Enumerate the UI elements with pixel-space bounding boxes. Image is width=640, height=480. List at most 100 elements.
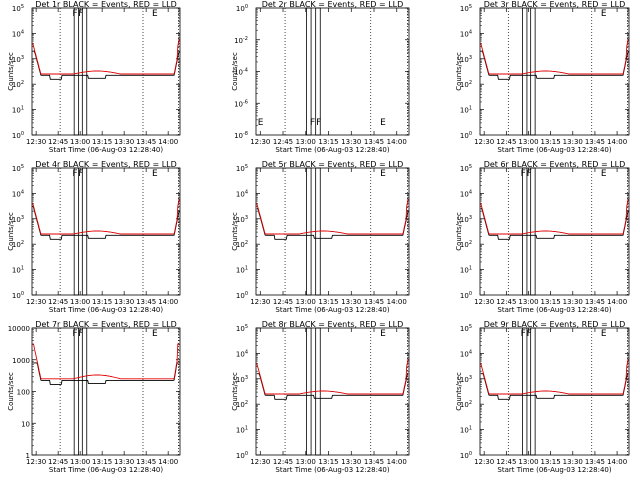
x-tick-label-2: 13:00: [518, 458, 538, 466]
x-tick-label-4: 13:30: [341, 458, 361, 466]
y-tick-label-5: 105: [460, 164, 472, 173]
events-series-line: [480, 373, 629, 400]
y-tick-label-2: 102: [460, 240, 472, 249]
x-tick-label-6: 14:00: [607, 138, 627, 146]
y-axis-label: Counts/sec: [7, 52, 15, 91]
x-tick-label-2: 13:00: [70, 458, 90, 466]
y-tick-label-3: 1000: [12, 357, 30, 365]
plot-frame: [479, 327, 630, 456]
lld-series-line: [32, 198, 180, 235]
y-axis-label: Counts/sec: [7, 372, 15, 411]
events-series-line: [256, 373, 409, 400]
y-axis-label: Counts/sec: [455, 212, 463, 251]
y-tick-label-1: 101: [460, 266, 472, 275]
plot-frame: [479, 7, 630, 136]
interval-box-1: [81, 327, 88, 456]
x-tick-label-6: 14:00: [607, 458, 627, 466]
x-tick-label-1: 12:45: [48, 298, 68, 306]
flag-letter-1: F: [78, 9, 83, 19]
y-tick-label-3: 103: [12, 215, 24, 224]
x-tick-label-2: 13:00: [518, 298, 538, 306]
y-tick-label-2: 102: [236, 400, 248, 409]
x-tick-label-5: 13:45: [585, 298, 605, 306]
y-tick-label-3: 103: [460, 55, 472, 64]
panel-title: Det 2r BLACK = Events, RED = LLD: [262, 0, 404, 9]
x-tick-label-2: 13:00: [70, 138, 90, 146]
flag-letter-1: F: [78, 329, 83, 339]
panel-title: Det 9r BLACK = Events, RED = LLD: [484, 320, 626, 329]
panel-det-7: Det 7r BLACK = Events, RED = LLD 1 10 100 10…: [7, 320, 181, 474]
events-series-line: [32, 50, 180, 80]
lld-series-line: [32, 38, 180, 75]
y-tick-label-1: 101: [12, 106, 24, 115]
interval-box-0: [522, 167, 528, 296]
y-tick-label-3: 10-2: [234, 36, 248, 45]
y-axis-label: Counts/sec: [7, 212, 15, 251]
panel-title: Det 8r BLACK = Events, RED = LLD: [262, 320, 404, 329]
x-tick-label-5: 13:45: [364, 298, 384, 306]
x-tick-label-1: 12:45: [273, 138, 293, 146]
interval-box-0: [73, 7, 80, 136]
x-tick-label-4: 13:30: [563, 458, 583, 466]
x-tick-label-0: 12:30: [26, 138, 46, 146]
y-tick-label-3: 103: [460, 215, 472, 224]
x-tick-label-1: 12:45: [496, 138, 516, 146]
y-tick-label-4: 104: [460, 29, 472, 38]
panel-title: Det 5r BLACK = Events, RED = LLD: [262, 160, 404, 169]
y-axis-label: Counts/sec: [231, 212, 239, 251]
y-tick-label-3: 103: [12, 55, 24, 64]
x-axis-label: Start Time (06-Aug-03 12:28:40): [49, 466, 163, 474]
x-tick-label-6: 14:00: [158, 298, 178, 306]
y-tick-label-5: 105: [460, 4, 472, 13]
x-tick-label-1: 12:45: [48, 138, 68, 146]
y-tick-label-4: 104: [460, 349, 472, 358]
y-tick-label-5: 105: [12, 164, 24, 173]
x-axis-label: Start Time (06-Aug-03 12:28:40): [275, 146, 389, 154]
x-tick-label-3: 13:15: [541, 458, 561, 466]
x-tick-label-1: 12:45: [496, 298, 516, 306]
x-tick-label-0: 12:30: [250, 298, 270, 306]
flag-letter-1: F: [527, 329, 532, 339]
plot-frame: [255, 7, 410, 136]
x-tick-label-1: 12:45: [273, 458, 293, 466]
events-series-line: [480, 50, 629, 80]
x-tick-label-4: 13:30: [563, 138, 583, 146]
x-axis-label: Start Time (06-Aug-03 12:28:40): [49, 306, 163, 314]
x-axis-label: Start Time (06-Aug-03 12:28:40): [497, 306, 611, 314]
x-tick-label-5: 13:45: [585, 138, 605, 146]
y-tick-label-0: 100: [236, 451, 248, 460]
y-tick-label-4: 100: [236, 4, 248, 13]
flag-letter-0: F: [521, 329, 526, 339]
flag-letter-0: E: [380, 169, 386, 179]
flag-letter-1: F: [78, 169, 83, 179]
x-tick-label-0: 12:30: [26, 298, 46, 306]
y-tick-label-1: 101: [12, 266, 24, 275]
panel-det-6: Det 6r BLACK = Events, RED = LLD 100 101 10…: [455, 160, 630, 314]
lld-series-line: [480, 358, 629, 395]
x-tick-label-3: 13:15: [92, 298, 112, 306]
panel-det-2: Det 2r BLACK = Events, RED = LLD 10-8 10-6…: [231, 0, 410, 154]
panel-title: Det 7r BLACK = Events, RED = LLD: [35, 320, 177, 329]
y-tick-label-2: 102: [12, 240, 24, 249]
events-series-line: [32, 205, 180, 240]
x-tick-label-1: 12:45: [496, 458, 516, 466]
y-tick-label-0: 10-8: [234, 131, 248, 140]
y-tick-label-4: 104: [236, 189, 248, 198]
x-tick-label-2: 13:00: [70, 298, 90, 306]
y-tick-label-1: 101: [236, 266, 248, 275]
y-tick-label-3: 103: [236, 215, 248, 224]
y-axis-label: Counts/sec: [231, 52, 239, 91]
flag-letter-2: E: [601, 329, 607, 339]
lld-series-line: [480, 38, 629, 75]
x-axis-label: Start Time (06-Aug-03 12:28:40): [497, 466, 611, 474]
y-tick-label-3: 103: [460, 375, 472, 384]
y-tick-label-5: 105: [460, 324, 472, 333]
events-series-line: [256, 208, 409, 240]
x-tick-label-0: 12:30: [474, 458, 494, 466]
x-tick-label-6: 14:00: [158, 458, 178, 466]
events-series-line: [480, 208, 629, 240]
x-tick-label-0: 12:30: [250, 138, 270, 146]
flag-letter-1: F: [310, 118, 315, 128]
x-tick-label-3: 13:15: [541, 138, 561, 146]
x-tick-label-4: 13:30: [341, 298, 361, 306]
